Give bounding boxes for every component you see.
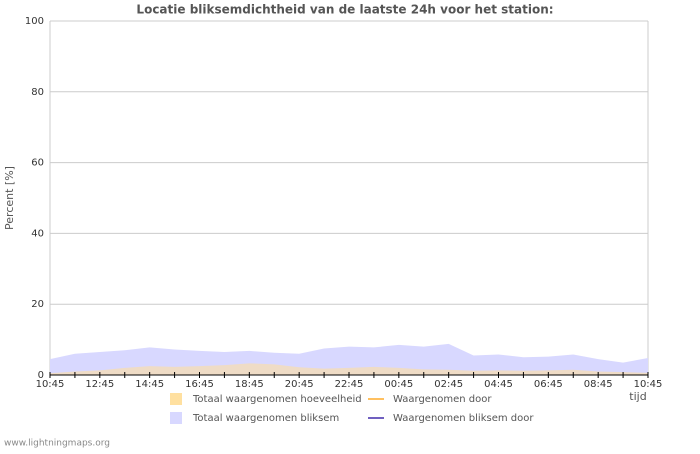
y-tick-label: 60 xyxy=(31,158,44,169)
y-tick-label: 0 xyxy=(38,370,44,381)
x-tick-label: 02:45 xyxy=(434,379,463,390)
y-tick-label: 20 xyxy=(31,299,44,310)
legend-label: Totaal waargenomen hoeveelheid xyxy=(192,394,362,405)
y-tick-label: 40 xyxy=(31,228,44,239)
legend-label: Waargenomen bliksem door xyxy=(393,413,534,424)
x-tick-label: 14:45 xyxy=(135,379,164,390)
x-tick-label: 10:45 xyxy=(36,379,65,390)
legend-swatch xyxy=(170,412,182,424)
x-tick-label: 18:45 xyxy=(235,379,264,390)
x-tick-label: 22:45 xyxy=(335,379,364,390)
x-tick-label: 06:45 xyxy=(534,379,563,390)
x-axis-label: tijd xyxy=(629,390,646,403)
footer: www.lightningmaps.org xyxy=(4,439,110,449)
x-tick-label: 12:45 xyxy=(85,379,114,390)
x-tick-label: 10:45 xyxy=(634,379,663,390)
legend-swatch xyxy=(170,393,182,405)
y-axis-label: Percent [%] xyxy=(3,166,16,230)
y-tick-label: 80 xyxy=(31,87,44,98)
x-tick-label: 04:45 xyxy=(484,379,513,390)
x-tick-label: 20:45 xyxy=(285,379,314,390)
x-tick-label: 16:45 xyxy=(185,379,214,390)
y-tick-label: 100 xyxy=(25,16,44,27)
chart-title: Locatie bliksemdichtheid van de laatste … xyxy=(136,3,553,17)
legend-label: Waargenomen door xyxy=(393,394,492,405)
x-tick-label: 08:45 xyxy=(584,379,613,390)
legend-label: Totaal waargenomen bliksem xyxy=(192,413,339,424)
x-tick-label: 00:45 xyxy=(384,379,413,390)
